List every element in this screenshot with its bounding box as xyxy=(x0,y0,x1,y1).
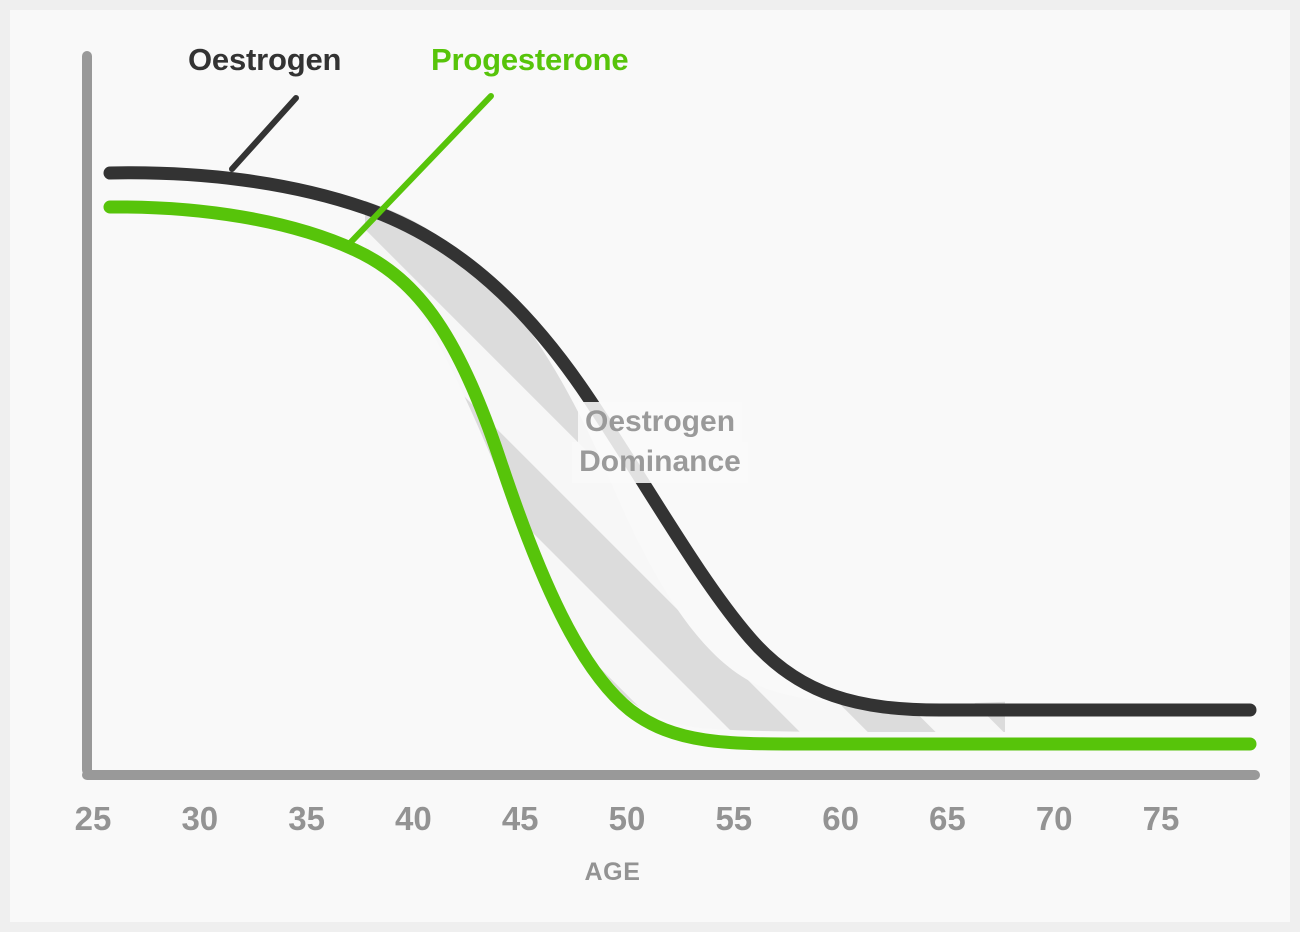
x-tick-label: 50 xyxy=(608,800,646,837)
progesterone-curve xyxy=(103,200,1257,751)
x-tick-label: 55 xyxy=(715,800,753,837)
x-axis-tick-labels: 25 30 35 40 45 50 55 60 65 70 75 xyxy=(10,800,1290,850)
legend-label-oestrogen: Oestrogen xyxy=(188,42,342,77)
oestrogen-curve xyxy=(103,166,1257,717)
x-tick-label: 25 xyxy=(74,800,112,837)
annotation-line-2: Dominance xyxy=(572,442,748,483)
x-tick-label: 35 xyxy=(288,800,325,837)
progesterone-leader-line xyxy=(347,93,494,246)
annotation-line-1: Oestrogen xyxy=(577,402,743,443)
legend-label-progesterone: Progesterone xyxy=(431,42,629,77)
chart-canvas: Oestrogen Progesterone Oestrogen Dominan… xyxy=(10,10,1290,922)
x-tick-label: 45 xyxy=(501,800,539,837)
x-tick-label: 30 xyxy=(181,800,219,837)
chart-plot-area xyxy=(82,51,1260,780)
x-axis-title: AGE xyxy=(584,858,641,886)
x-tick-label: 70 xyxy=(1035,800,1073,837)
x-tick-label: 65 xyxy=(929,800,966,837)
x-tick-label: 75 xyxy=(1142,800,1180,837)
x-tick-label: 40 xyxy=(395,800,432,837)
oestrogen-leader-line xyxy=(229,95,299,172)
oestrogen-dominance-label: Oestrogen Dominance xyxy=(515,402,805,483)
x-tick-label: 60 xyxy=(822,800,859,837)
